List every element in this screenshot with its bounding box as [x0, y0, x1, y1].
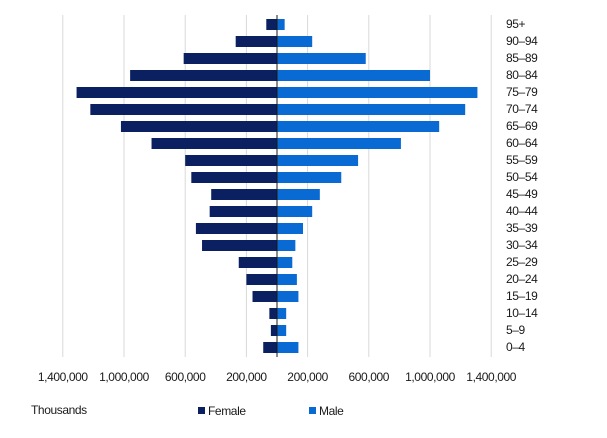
legend-label-female: Female [208, 404, 246, 418]
age-label-7: 60–64 [506, 136, 538, 150]
bar-female-11 [209, 206, 277, 217]
bar-female-1 [235, 36, 277, 47]
age-label-19: 0–4 [506, 340, 526, 354]
bar-male-18 [277, 325, 287, 336]
x-tick-label-5: 600,000 [349, 370, 390, 384]
bar-male-19 [277, 342, 299, 353]
age-label-0: 95+ [506, 17, 526, 31]
bar-female-2 [183, 53, 277, 64]
bar-male-13 [277, 240, 296, 251]
bar-male-15 [277, 274, 297, 285]
bar-male-17 [277, 308, 287, 319]
bar-female-14 [238, 257, 277, 268]
bar-male-16 [277, 291, 299, 302]
age-label-12: 35–39 [506, 221, 538, 235]
bar-male-7 [277, 138, 401, 149]
bar-male-12 [277, 223, 304, 234]
bar-female-8 [185, 155, 277, 166]
age-label-14: 25–29 [506, 255, 538, 269]
legend-swatch-female [198, 407, 205, 414]
bar-female-17 [269, 308, 277, 319]
bar-male-11 [277, 206, 313, 217]
x-tick-label-3: 200,000 [226, 370, 267, 384]
bar-female-15 [246, 274, 277, 285]
bar-male-10 [277, 189, 320, 200]
bar-male-8 [277, 155, 359, 166]
bar-female-7 [151, 138, 277, 149]
bar-male-0 [277, 19, 285, 30]
x-tick-label-6: 1,000,000 [405, 370, 456, 384]
x-tick-label-4: 200,000 [287, 370, 328, 384]
bar-male-14 [277, 257, 293, 268]
age-label-3: 80–84 [506, 68, 538, 82]
legend: Female Male [198, 404, 345, 418]
bar-male-9 [277, 172, 342, 183]
legend-label-male: Male [319, 404, 344, 418]
x-tick-label-1: 1,000,000 [99, 370, 150, 384]
bar-female-5 [90, 104, 277, 115]
bar-male-2 [277, 53, 366, 64]
x-tick-label-2: 600,000 [165, 370, 206, 384]
age-label-10: 45–49 [506, 187, 538, 201]
bar-female-4 [76, 87, 277, 98]
bar-female-10 [211, 189, 277, 200]
x-tick-label-0: 1,400,000 [38, 370, 89, 384]
unit-label: Thousands [31, 403, 87, 417]
bar-male-6 [277, 121, 440, 132]
bar-female-6 [120, 121, 277, 132]
bar-female-9 [191, 172, 277, 183]
bar-female-18 [270, 325, 277, 336]
age-label-1: 90–94 [506, 34, 538, 48]
age-label-11: 40–44 [506, 204, 538, 218]
x-axis-ticks: 1,400,000 1,000,000 600,000 200,000 200,000 6… [38, 370, 517, 384]
bar-male-4 [277, 87, 478, 98]
age-label-18: 5–9 [506, 323, 526, 337]
bar-female-0 [266, 19, 277, 30]
age-label-2: 85–89 [506, 51, 538, 65]
age-label-15: 20–24 [506, 272, 538, 286]
age-label-16: 15–19 [506, 289, 538, 303]
bar-female-19 [263, 342, 277, 353]
legend-swatch-male [309, 407, 316, 414]
x-tick-label-7: 1,400,000 [466, 370, 517, 384]
age-label-6: 65–69 [506, 119, 538, 133]
age-labels: 95+ 90–94 85–89 80–84 75–79 70–74 65–69 60–64 55… [506, 17, 538, 354]
age-label-8: 55–59 [506, 153, 538, 167]
bar-female-16 [252, 291, 277, 302]
bar-female-12 [195, 223, 277, 234]
age-label-9: 50–54 [506, 170, 538, 184]
age-label-4: 75–79 [506, 85, 538, 99]
bars [76, 19, 478, 353]
bar-female-3 [130, 70, 277, 81]
age-label-13: 30–34 [506, 238, 538, 252]
bar-male-3 [277, 70, 430, 81]
age-label-5: 70–74 [506, 102, 538, 116]
age-label-17: 10–14 [506, 306, 538, 320]
bar-male-5 [277, 104, 466, 115]
bar-female-13 [202, 240, 277, 251]
bar-male-1 [277, 36, 313, 47]
